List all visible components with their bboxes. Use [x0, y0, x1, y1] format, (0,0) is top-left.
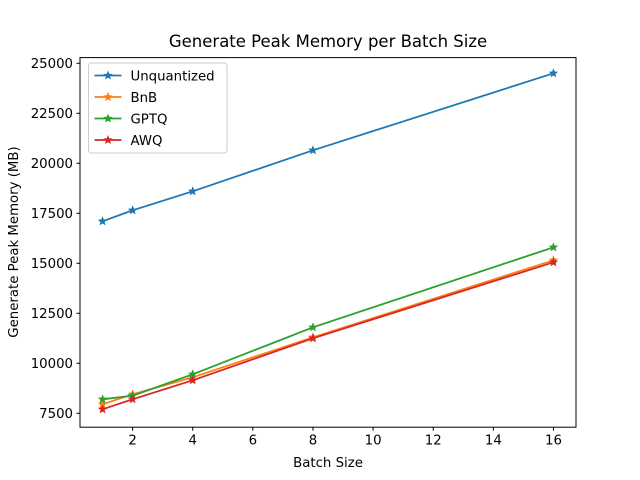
legend-star-icon: [103, 70, 113, 80]
data-point-star-icon: [308, 322, 318, 332]
y-tick-label: 20000: [31, 157, 73, 172]
data-point-star-icon: [97, 394, 108, 404]
legend-label: GPTQ: [131, 112, 168, 127]
legend-label: Unquantized: [131, 69, 215, 84]
legend-box: [88, 62, 228, 154]
axes-spines: [79, 57, 577, 428]
x-tick-label: 12: [425, 434, 442, 449]
data-point-star-icon: [187, 375, 198, 385]
data-point-star-icon: [127, 205, 138, 215]
series-line-awq: [102, 261, 554, 411]
x-tick-label: 2: [128, 434, 136, 449]
x-tick-label: 16: [545, 434, 562, 449]
data-point-star-icon: [548, 68, 559, 78]
x-tick-label: 14: [485, 434, 502, 449]
y-tick-label: 10000: [31, 357, 73, 372]
y-tick-label: 25000: [31, 57, 73, 72]
x-tick-label: 4: [188, 434, 196, 449]
series-line-gptq: [102, 246, 554, 401]
legend-star-icon: [103, 113, 113, 123]
data-point-star-icon: [97, 404, 108, 414]
x-tick-label: 6: [249, 434, 257, 449]
y-tick-label: 17500: [31, 207, 73, 222]
data-point-star-icon: [187, 369, 198, 379]
legend-star-icon: [103, 135, 113, 145]
data-point-star-icon: [308, 333, 318, 343]
chart-title: Generate Peak Memory per Batch Size: [169, 32, 487, 51]
plot-area: 2 4 6 8 10 12 14 16 7500 10000 12500 15000 17500 2000…: [31, 57, 577, 449]
y-tick-label: 7500: [39, 407, 73, 422]
data-point-star-icon: [308, 145, 318, 155]
data-point-star-icon: [548, 257, 559, 267]
y-tick-label: 15000: [31, 257, 73, 272]
legend-label: BnB: [131, 91, 158, 106]
data-point-star-icon: [97, 399, 108, 409]
legend-label: AWQ: [131, 134, 163, 149]
x-tick-label: 8: [309, 434, 317, 449]
y-tick-label: 12500: [31, 307, 73, 322]
legend-star-icon: [103, 92, 113, 102]
y-axis-label: Generate Peak Memory (MB): [7, 146, 22, 337]
data-point-star-icon: [127, 394, 138, 404]
data-point-star-icon: [97, 216, 108, 226]
y-tick-label: 22500: [31, 107, 73, 122]
data-point-star-icon: [187, 186, 198, 196]
x-axis-label: Batch Size: [293, 456, 363, 471]
data-point-star-icon: [548, 242, 559, 252]
x-tick-label: 10: [365, 434, 382, 449]
